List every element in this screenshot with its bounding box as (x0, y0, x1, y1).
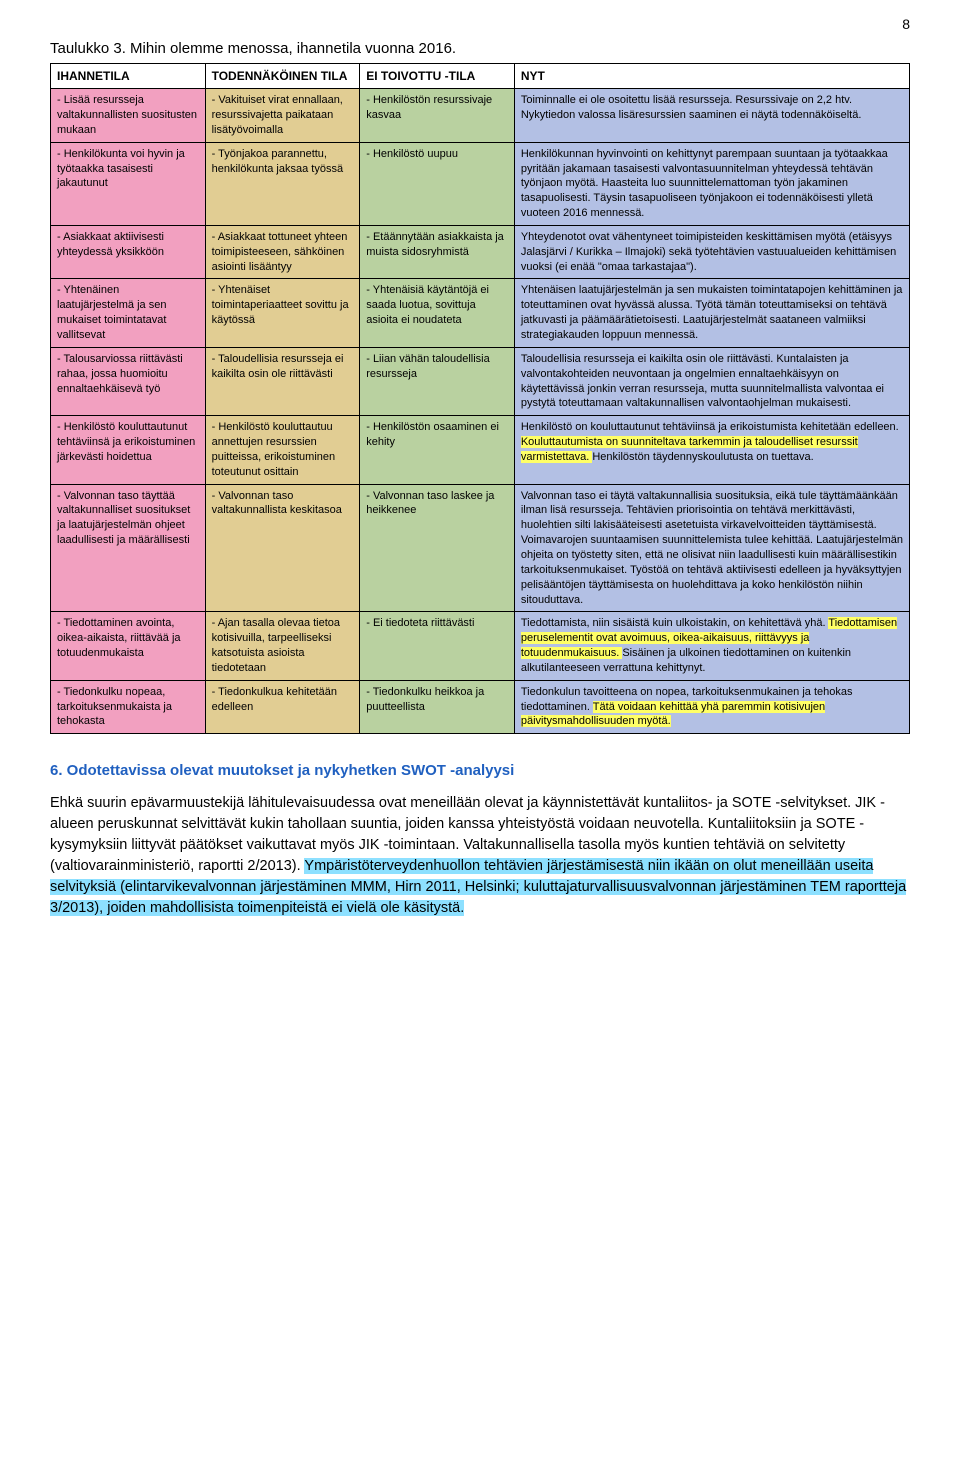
cell-todennakoinen: - Vakituiset virat ennallaan, resurssiva… (205, 89, 360, 143)
table-row: - Lisää resursseja valtakunnallisten suo… (51, 89, 910, 143)
cell-todennakoinen: - Ajan tasalla olevaa tietoa kotisivuill… (205, 612, 360, 680)
cell-eitoivottu: - Henkilöstön osaaminen ei kehity (360, 416, 515, 484)
header-cell: TODENNÄKÖINEN TILA (205, 64, 360, 89)
table-row: - Talousarviossa riittävästi rahaa, joss… (51, 347, 910, 415)
cell-eitoivottu: - Yhtenäisiä käytäntöjä ei saada luotua,… (360, 279, 515, 347)
cell-ihannetila: - Talousarviossa riittävästi rahaa, joss… (51, 347, 206, 415)
cell-text-plain: Henkilöstö on kouluttautunut tehtäviinsä… (521, 421, 899, 433)
cell-eitoivottu: - Tiedonkulku heikkoa ja puutteellista (360, 680, 515, 734)
table-row: - Henkilökunta voi hyvin ja työtaakka ta… (51, 142, 910, 225)
cell-nyt: Henkilökunnan hyvinvointi on kehittynyt … (514, 142, 909, 225)
header-cell: EI TOIVOTTU -TILA (360, 64, 515, 89)
table-row: - Asiakkaat aktiivisesti yhteydessä yksi… (51, 225, 910, 279)
cell-eitoivottu: - Henkilöstön resurssivaje kasvaa (360, 89, 515, 143)
table-row: - Tiedonkulku nopeaa, tarkoituksenmukais… (51, 680, 910, 734)
cell-text-plain: Henkilöstön täydennyskoulutusta on tuett… (592, 451, 813, 463)
cell-nyt: Tiedottamista, niin sisäistä kuin ulkois… (514, 612, 909, 680)
table-row: - Henkilöstö kouluttautunut tehtäviinsä … (51, 416, 910, 484)
table-title: Taulukko 3. Mihin olemme menossa, ihanne… (50, 40, 910, 57)
cell-text-plain: Tiedottamista, niin sisäistä kuin ulkois… (521, 617, 829, 629)
cell-eitoivottu: - Liian vähän taloudellisia resursseja (360, 347, 515, 415)
cell-nyt: Henkilöstö on kouluttautunut tehtäviinsä… (514, 416, 909, 484)
cell-ihannetila: - Tiedottaminen avointa, oikea-aikaista,… (51, 612, 206, 680)
cell-nyt: Yhtenäisen laatujärjestelmän ja sen muka… (514, 279, 909, 347)
cell-nyt: Taloudellisia resursseja ei kaikilta osi… (514, 347, 909, 415)
cell-ihannetila: - Henkilökunta voi hyvin ja työtaakka ta… (51, 142, 206, 225)
table-header-row: IHANNETILA TODENNÄKÖINEN TILA EI TOIVOTT… (51, 64, 910, 89)
page-number: 8 (902, 16, 910, 32)
body-paragraph: Ehkä suurin epävarmuustekijä lähitulevai… (50, 793, 910, 919)
cell-todennakoinen: - Asiakkaat tottuneet yhteen toimipistee… (205, 225, 360, 279)
cell-eitoivottu: - Etäännytään asiakkaista ja muista sido… (360, 225, 515, 279)
table-row: - Tiedottaminen avointa, oikea-aikaista,… (51, 612, 910, 680)
cell-todennakoinen: - Valvonnan taso valtakunnallista keskit… (205, 484, 360, 612)
cell-ihannetila: - Asiakkaat aktiivisesti yhteydessä yksi… (51, 225, 206, 279)
main-table: IHANNETILA TODENNÄKÖINEN TILA EI TOIVOTT… (50, 63, 910, 734)
cell-eitoivottu: - Henkilöstö uupuu (360, 142, 515, 225)
header-cell: NYT (514, 64, 909, 89)
cell-ihannetila: - Lisää resursseja valtakunnallisten suo… (51, 89, 206, 143)
section-heading: 6. Odotettavissa olevat muutokset ja nyk… (50, 762, 910, 779)
cell-ihannetila: - Tiedonkulku nopeaa, tarkoituksenmukais… (51, 680, 206, 734)
cell-todennakoinen: - Tiedonkulkua kehitetään edelleen (205, 680, 360, 734)
cell-nyt: Toiminnalle ei ole osoitettu lisää resur… (514, 89, 909, 143)
table-row: - Valvonnan taso täyttää valtakunnallise… (51, 484, 910, 612)
header-cell: IHANNETILA (51, 64, 206, 89)
table-row: - Yhtenäinen laatujärjestelmä ja sen muk… (51, 279, 910, 347)
cell-ihannetila: - Valvonnan taso täyttää valtakunnallise… (51, 484, 206, 612)
cell-todennakoinen: - Henkilöstö kouluttautuu annettujen res… (205, 416, 360, 484)
cell-eitoivottu: - Valvonnan taso laskee ja heikkenee (360, 484, 515, 612)
cell-todennakoinen: - Työnjakoa parannettu, henkilökunta jak… (205, 142, 360, 225)
cell-todennakoinen: - Taloudellisia resursseja ei kaikilta o… (205, 347, 360, 415)
cell-ihannetila: - Henkilöstö kouluttautunut tehtäviinsä … (51, 416, 206, 484)
cell-todennakoinen: - Yhtenäiset toimintaperiaatteet sovittu… (205, 279, 360, 347)
cell-nyt: Tiedonkulun tavoitteena on nopea, tarkoi… (514, 680, 909, 734)
cell-nyt: Yhteydenotot ovat vähentyneet toimipiste… (514, 225, 909, 279)
cell-eitoivottu: - Ei tiedoteta riittävästi (360, 612, 515, 680)
cell-ihannetila: - Yhtenäinen laatujärjestelmä ja sen muk… (51, 279, 206, 347)
cell-nyt: Valvonnan taso ei täytä valtakunnallisia… (514, 484, 909, 612)
